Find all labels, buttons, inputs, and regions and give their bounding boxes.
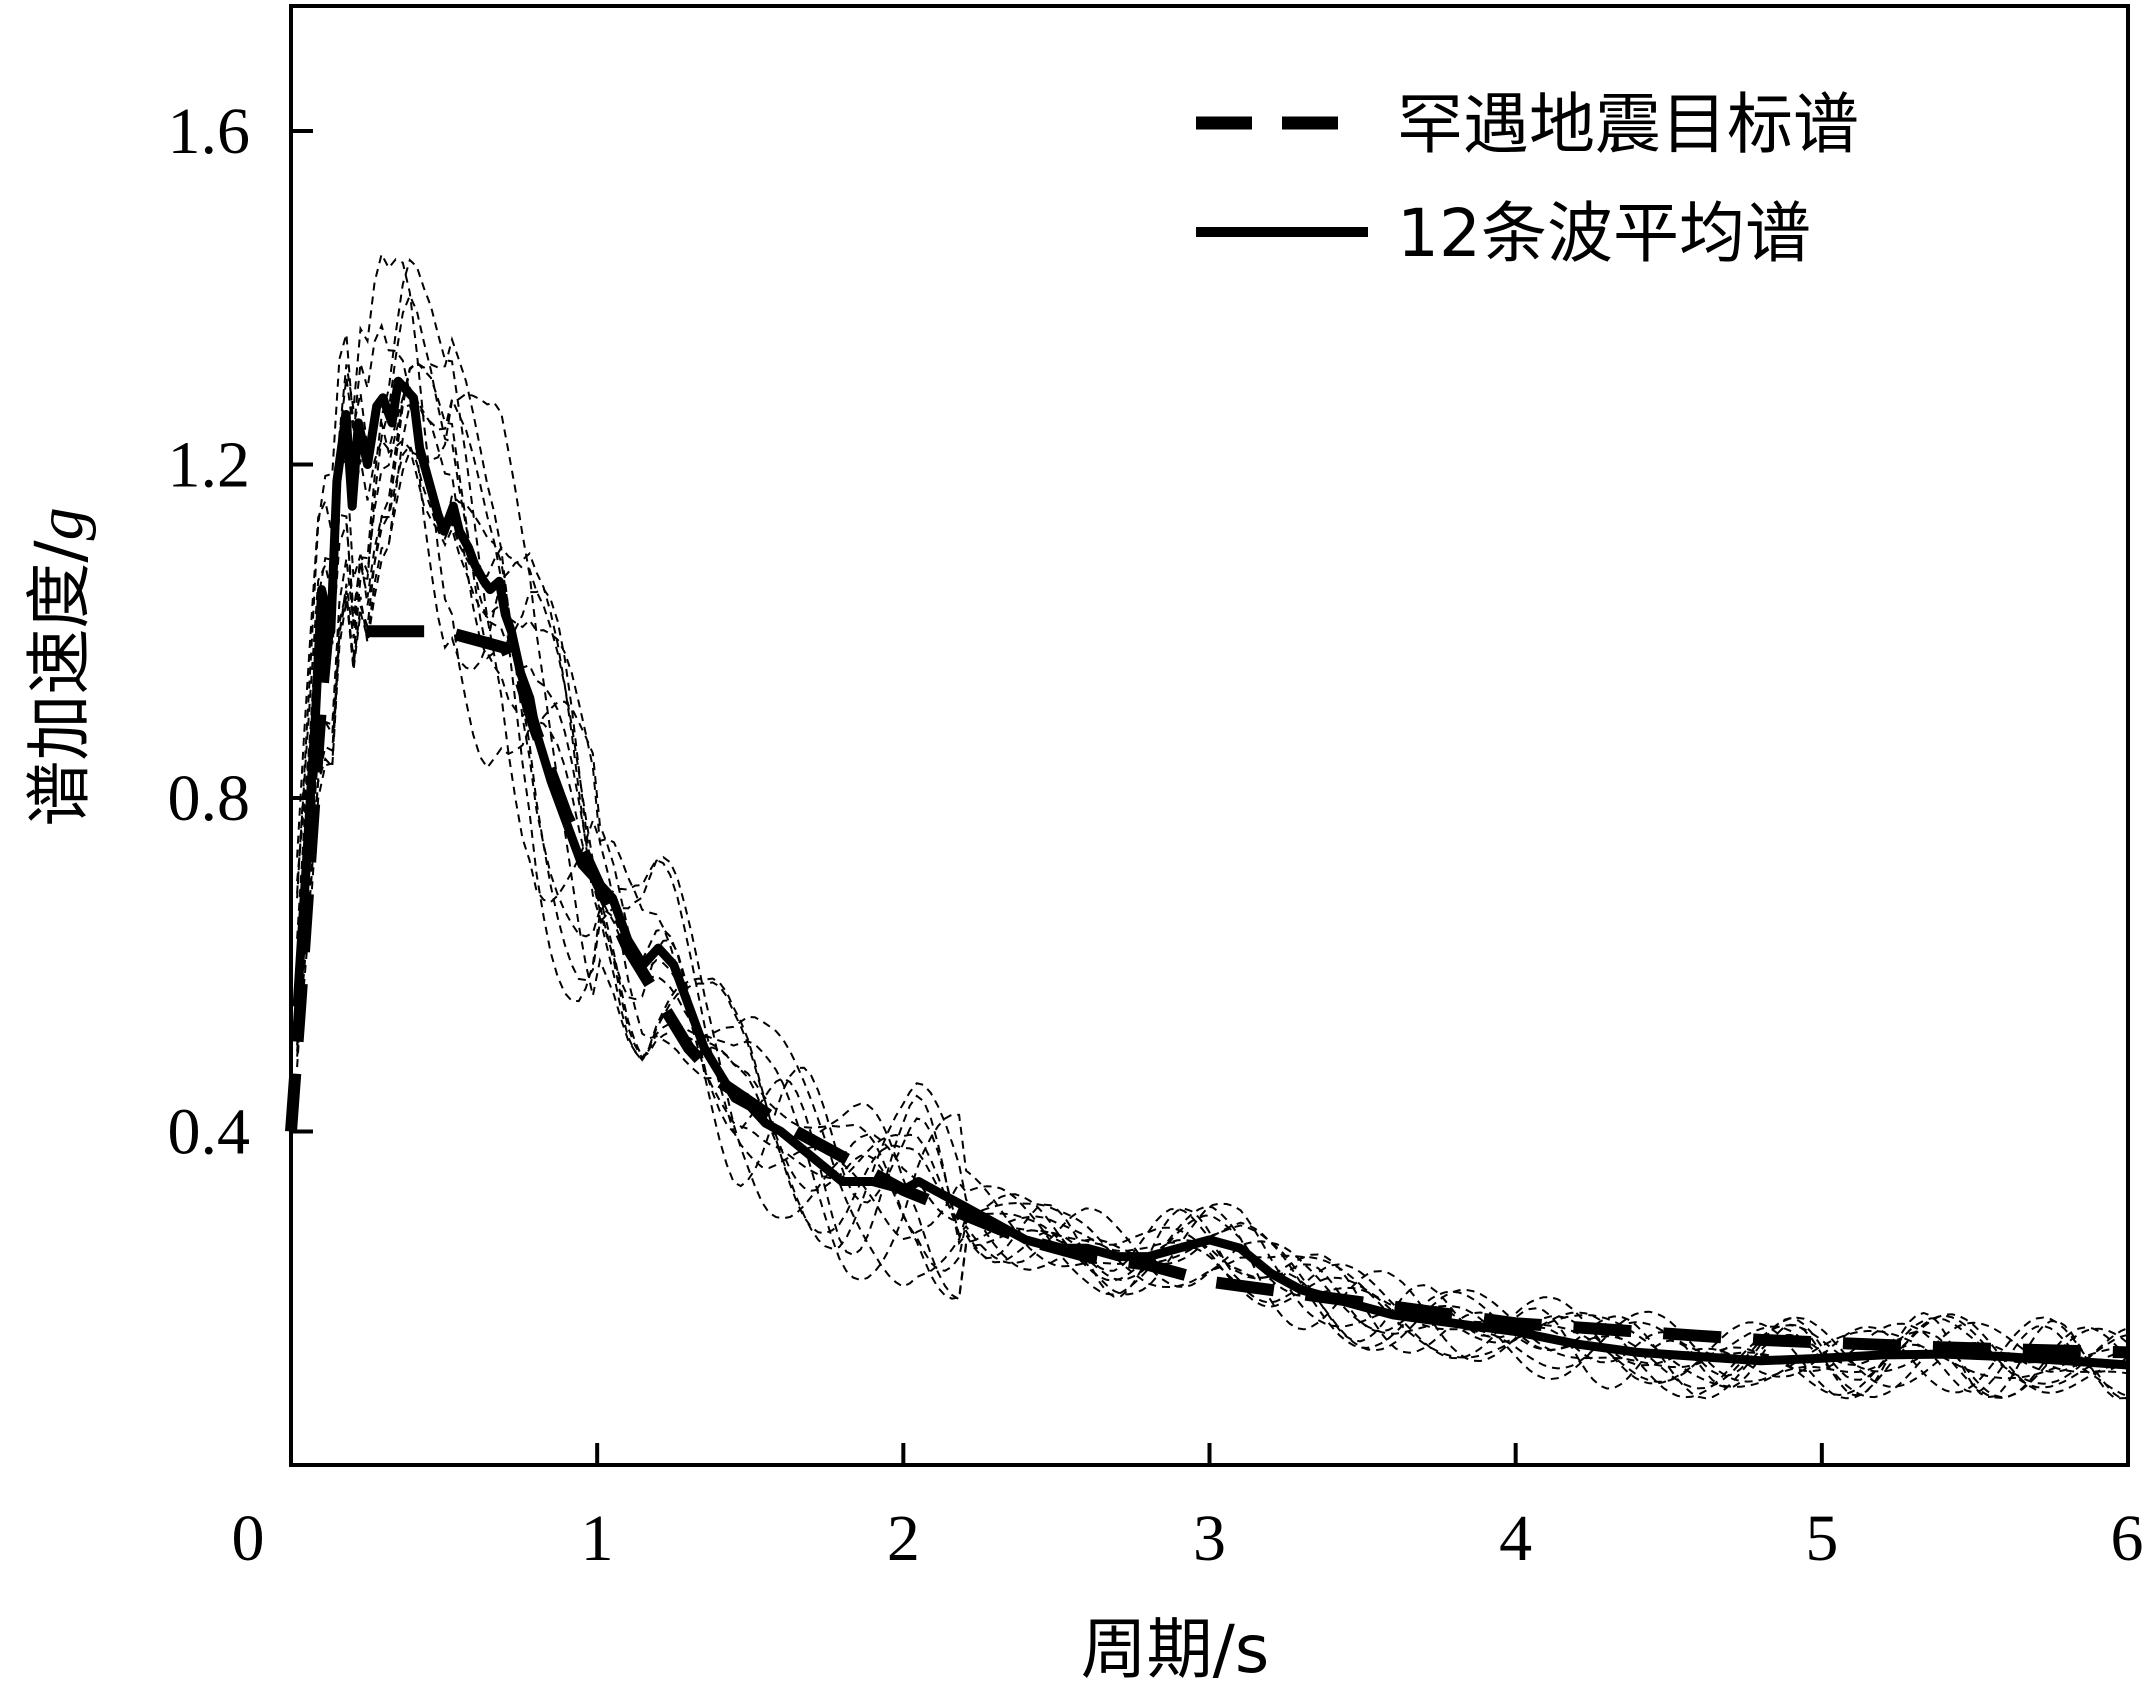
x-tick-label: 0 bbox=[232, 1502, 265, 1575]
series-lines bbox=[285, 376, 2129, 1370]
x-axis-label: 周期/s bbox=[1081, 1611, 1270, 1688]
legend: 罕遇地震目标谱 12条波平均谱 bbox=[1196, 86, 1859, 272]
y-tick-label: 0.4 bbox=[168, 1096, 251, 1169]
x-tick-label: 3 bbox=[1193, 1502, 1226, 1575]
y-tick-label: 1.2 bbox=[168, 429, 251, 502]
wave-spectrum-line bbox=[296, 386, 2129, 1399]
target-spectrum-line bbox=[285, 625, 2129, 1359]
x-axis-ticks: 0 1 2 3 4 5 6 bbox=[232, 1443, 2144, 1575]
legend-label-target-spectrum: 罕遇地震目标谱 bbox=[1397, 86, 1859, 163]
y-axis-label-text: 谱加速度/ bbox=[21, 540, 98, 827]
wave-spectrum-line bbox=[296, 443, 2129, 1398]
y-axis-ticks: 0.4 0.8 1.2 1.6 bbox=[168, 95, 313, 1169]
wave-spectrum-line bbox=[296, 258, 2129, 1400]
x-tick-label: 5 bbox=[1805, 1502, 1838, 1575]
y-axis-label: 谱加速度/g bbox=[21, 507, 98, 826]
y-tick-label: 0.8 bbox=[168, 762, 251, 835]
y-axis-label-unit: g bbox=[24, 507, 97, 540]
y-tick-label: 1.6 bbox=[168, 95, 251, 168]
wave-spectrum-line bbox=[296, 293, 2129, 1400]
legend-label-average-spectrum: 12条波平均谱 bbox=[1397, 195, 1811, 272]
x-tick-label: 6 bbox=[2111, 1502, 2144, 1575]
x-tick-label: 1 bbox=[581, 1502, 614, 1575]
average-spectrum-line bbox=[292, 376, 2129, 1370]
wave-spectrum-line bbox=[296, 403, 2129, 1394]
wave-spectrum-line bbox=[296, 336, 2129, 1399]
x-tick-label: 4 bbox=[1499, 1502, 1532, 1575]
x-tick-label: 2 bbox=[887, 1502, 920, 1575]
wave-spectrum-line bbox=[296, 333, 2129, 1399]
